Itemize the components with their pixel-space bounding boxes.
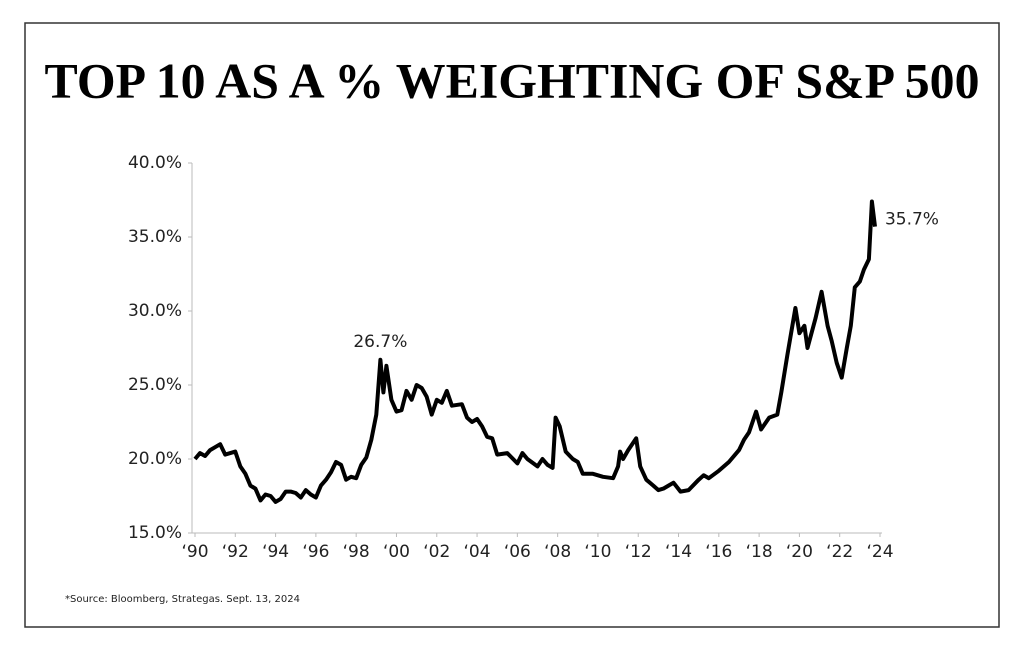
x-tick-label: ‘92 <box>222 542 249 562</box>
y-tick-label: 40.0% <box>128 153 182 173</box>
source-note: *Source: Bloomberg, Strategas. Sept. 13,… <box>65 594 300 605</box>
x-tick-label: ‘06 <box>504 542 531 562</box>
x-tick-label: ‘12 <box>625 542 652 562</box>
x-tick-label: ‘04 <box>464 542 491 562</box>
frame <box>24 22 1000 628</box>
y-tick-label: 30.0% <box>128 301 182 321</box>
x-tick-label: ‘18 <box>746 542 773 562</box>
x-tick-label: ‘00 <box>383 542 410 562</box>
x-tick-label: ‘16 <box>705 542 732 562</box>
series-line <box>193 199 877 504</box>
y-tick-label: 20.0% <box>128 449 182 469</box>
x-tick-label: ‘90 <box>181 542 208 562</box>
x-tick-label: ‘20 <box>786 542 813 562</box>
x-tick-label: ‘10 <box>584 542 611 562</box>
annotation: 26.7% <box>353 332 407 352</box>
x-tick-label: ‘08 <box>544 542 571 562</box>
annotation: 35.7% <box>885 210 939 230</box>
chart-title: TOP 10 AS A % WEIGHTING OF S&P 500 <box>45 52 980 108</box>
y-tick-label: 25.0% <box>128 375 182 395</box>
x-tick-label: ‘22 <box>826 542 853 562</box>
x-tick-label: ‘94 <box>262 542 289 562</box>
x-tick-label: ‘98 <box>343 542 370 562</box>
x-tick-label: ‘96 <box>302 542 329 562</box>
y-tick-label: 35.0% <box>128 227 182 247</box>
x-tick-label: ‘14 <box>665 542 692 562</box>
y-tick-label: 15.0% <box>128 523 182 543</box>
x-tick-label: ‘02 <box>423 542 450 562</box>
x-tick-label: ‘24 <box>866 542 893 562</box>
